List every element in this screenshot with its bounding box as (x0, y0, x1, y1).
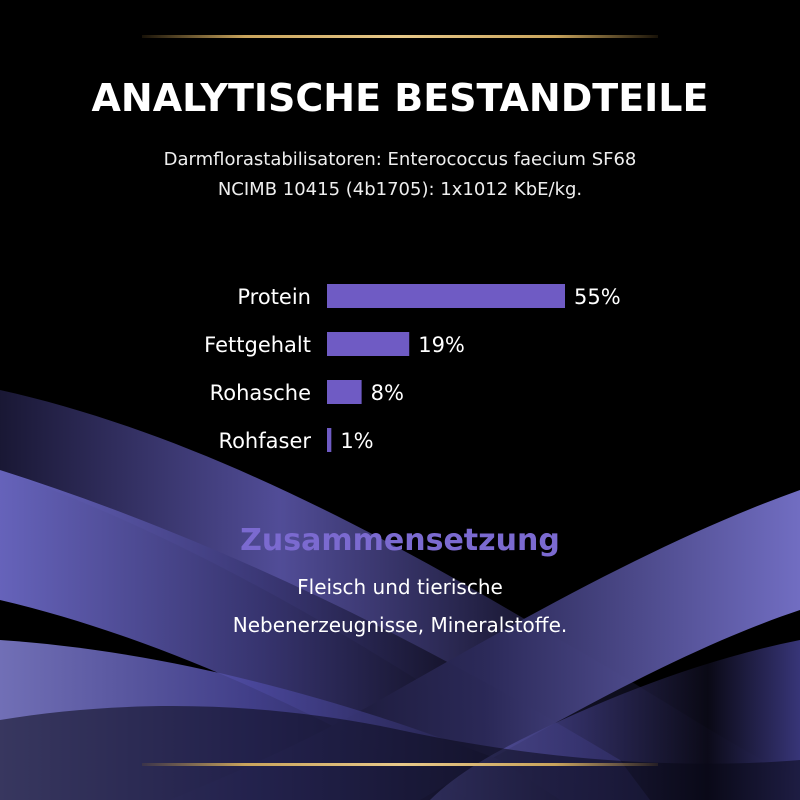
bar-protein (327, 284, 565, 308)
top-gold-divider (142, 35, 658, 38)
value-label-rohfaser: 1% (340, 429, 373, 453)
value-label-protein: 55% (574, 285, 621, 309)
probiotic-note: Darmflorastabilisatoren: Enterococcus fa… (120, 145, 680, 205)
bar-rohfaser (327, 428, 332, 452)
composition-line1: Fleisch und tierische (297, 575, 503, 599)
analytical-constituents-chart: Protein 55% Fettgehalt 19% Rohasche 8% Rohfase… (204, 284, 621, 453)
page-title: ANALYTISCHE BESTANDTEILE (91, 76, 709, 120)
value-label-fettgehalt: 19% (418, 333, 465, 357)
category-label-fettgehalt: Fettgehalt (204, 333, 311, 357)
probiotic-note-line2: NCIMB 10415 (4b1705): 1x1012 KbE/kg. (217, 179, 583, 200)
probiotic-note-line1: Darmflorastabilisatoren: Enterococcus fa… (163, 149, 637, 170)
composition-title: Zusammensetzung (240, 523, 560, 558)
bottom-gold-divider (142, 763, 658, 766)
category-label-rohasche: Rohasche (210, 381, 311, 405)
bar-fettgehalt (327, 332, 410, 356)
composition-text: Fleisch und tierische Nebenerzeugnisse, … (100, 568, 700, 644)
composition-line2: Nebenerzeugnisse, Mineralstoffe. (232, 613, 568, 637)
value-label-rohasche: 8% (371, 381, 404, 405)
category-label-rohfaser: Rohfaser (218, 429, 311, 453)
category-label-protein: Protein (237, 285, 311, 309)
bar-rohasche (327, 380, 362, 404)
